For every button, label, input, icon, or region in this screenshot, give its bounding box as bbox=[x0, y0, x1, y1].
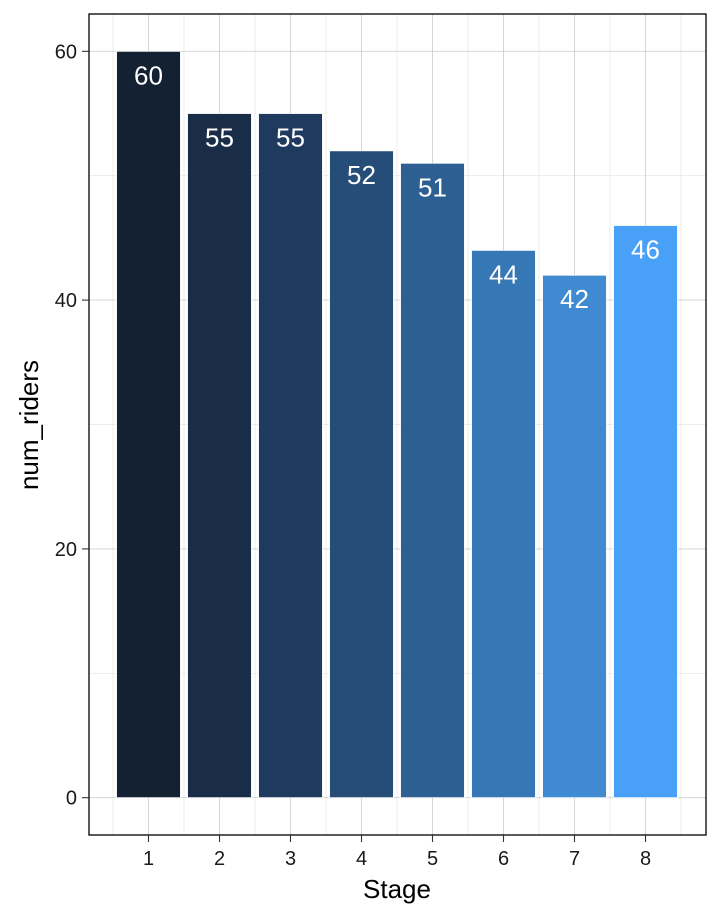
bars bbox=[116, 50, 678, 799]
bar-stage-5 bbox=[400, 162, 465, 799]
panel-border bbox=[88, 13, 707, 836]
data-label-stage-7: 42 bbox=[560, 284, 589, 314]
x-tick-label: 5 bbox=[427, 848, 438, 870]
y-tick-label: 40 bbox=[55, 290, 77, 312]
bar-stage-7 bbox=[542, 274, 607, 799]
bar-labels: 60 55 55 52 51 44 42 46 bbox=[134, 60, 660, 314]
bar-stage-1 bbox=[116, 50, 181, 799]
x-tick-label: 3 bbox=[285, 848, 296, 870]
x-axis-title: Stage bbox=[363, 874, 431, 904]
data-label-stage-3: 55 bbox=[276, 123, 305, 153]
x-tick-label: 1 bbox=[143, 848, 154, 870]
bar-stage-6 bbox=[471, 249, 536, 799]
bar-stage-2 bbox=[187, 113, 252, 799]
data-label-stage-5: 51 bbox=[418, 172, 447, 202]
y-axis-title: num_riders bbox=[14, 360, 44, 490]
data-label-stage-4: 52 bbox=[347, 160, 376, 190]
x-tick-label: 7 bbox=[569, 848, 580, 870]
data-label-stage-8: 46 bbox=[631, 234, 660, 264]
x-axis: 1 2 3 4 5 6 7 8 bbox=[143, 835, 651, 870]
x-tick-label: 4 bbox=[356, 848, 367, 870]
x-tick-label: 6 bbox=[498, 848, 509, 870]
data-label-stage-1: 60 bbox=[134, 60, 163, 90]
x-tick-label: 8 bbox=[640, 848, 651, 870]
y-tick-label: 0 bbox=[66, 788, 77, 810]
y-axis: 0 20 40 60 bbox=[55, 41, 89, 810]
bar-stage-8 bbox=[613, 225, 678, 799]
y-tick-label: 20 bbox=[55, 539, 77, 561]
data-label-stage-2: 55 bbox=[205, 123, 234, 153]
data-label-stage-6: 44 bbox=[489, 259, 518, 289]
y-tick-label: 60 bbox=[55, 41, 77, 63]
x-tick-label: 2 bbox=[214, 848, 225, 870]
bar-stage-3 bbox=[258, 113, 323, 799]
bar-stage-4 bbox=[329, 150, 394, 799]
